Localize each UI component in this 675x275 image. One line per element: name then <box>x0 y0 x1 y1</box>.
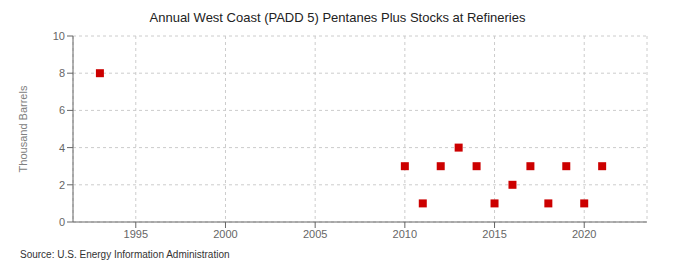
svg-text:1995: 1995 <box>124 228 148 240</box>
html-text:Annual West Coast (PADD 5) Pen: Annual West Coast (PADD 5) Pentanes Plus… <box>149 10 526 25</box>
svg-text:2005: 2005 <box>303 228 327 240</box>
svg-text:4: 4 <box>59 142 65 154</box>
svg-text:2: 2 <box>59 179 65 191</box>
svg-text:2010: 2010 <box>393 228 417 240</box>
svg-text:0: 0 <box>59 216 65 228</box>
svg-text:Thousand Barrels: Thousand Barrels <box>17 85 29 172</box>
svg-text:2015: 2015 <box>482 228 506 240</box>
html-text:Source: U.S. Energy Informatio: Source: U.S. Energy Information Administ… <box>20 249 230 260</box>
svg-text:10: 10 <box>53 30 65 42</box>
svg-text:8: 8 <box>59 67 65 79</box>
svg-text:2020: 2020 <box>572 228 596 240</box>
svg-text:2000: 2000 <box>213 228 237 240</box>
svg-text:6: 6 <box>59 104 65 116</box>
